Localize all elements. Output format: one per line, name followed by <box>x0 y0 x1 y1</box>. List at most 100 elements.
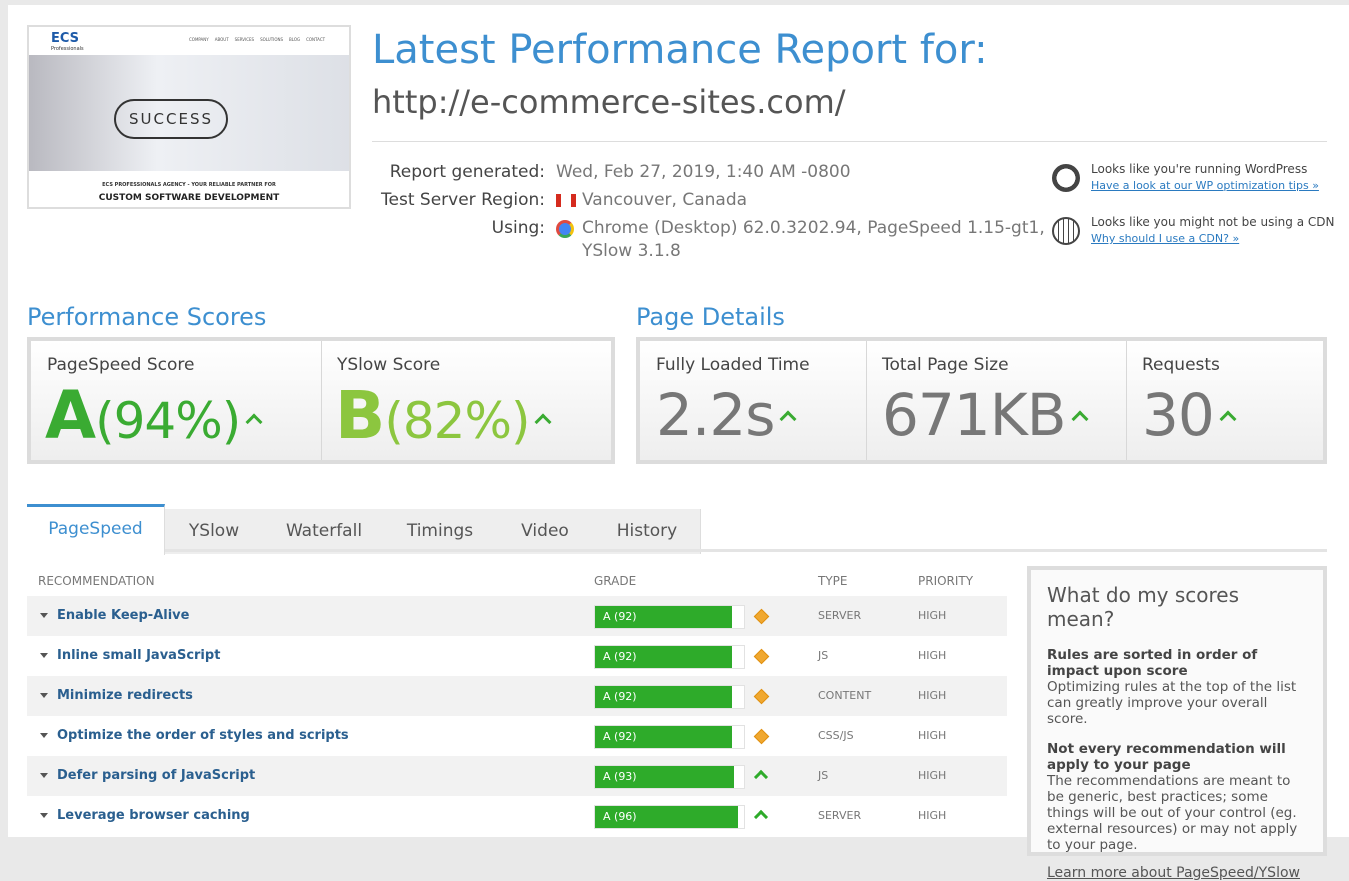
info-label: Test Server Region: <box>381 190 545 210</box>
table-header: RECOMMENDATION <box>38 574 155 588</box>
table-row[interactable]: Optimize the order of styles and scripts… <box>27 716 1007 756</box>
grade-bar <box>595 686 733 708</box>
expand-caret <box>40 653 48 662</box>
detail-label: Fully Loaded Time <box>656 355 810 375</box>
chrome-icon <box>556 220 574 238</box>
rule-priority: HIGH <box>918 689 947 702</box>
info-value: Chrome (Desktop) 62.0.3202.94, PageSpeed… <box>582 218 1045 238</box>
table-row[interactable]: Enable Keep-Alive A (92) SERVER HIGH <box>27 596 1007 636</box>
grade-score: (82%) <box>384 392 530 450</box>
help-link[interactable]: Learn more about PageSpeed/YSlow <box>1047 865 1300 881</box>
grade-track: A (93) <box>594 765 745 789</box>
grade-track: A (92) <box>594 685 745 709</box>
score-cell: YSlow Score B(82%) <box>321 341 611 460</box>
grade-bar <box>595 726 733 748</box>
trend-arrow <box>1071 410 1089 428</box>
thumb-nav-item: BLOG <box>289 37 301 42</box>
expand-caret <box>40 693 48 702</box>
tab[interactable]: YSlow <box>164 509 265 554</box>
detail-cell: Total Page Size 671KB <box>866 341 1127 460</box>
up-icon <box>753 769 769 785</box>
info-label: Report generated: <box>389 162 545 182</box>
score-value: A(94%) <box>45 377 263 454</box>
neutral-icon <box>753 688 770 705</box>
table-row[interactable]: Minimize redirects A (92) CONTENT HIGH <box>27 676 1007 716</box>
tab-line <box>27 549 1327 552</box>
notice-link[interactable]: Have a look at our WP optimization tips … <box>1091 179 1319 192</box>
detail-label: Requests <box>1142 355 1220 375</box>
page: ECS Professionals COMPANY ABOUT SERVICES SO… <box>8 5 1349 881</box>
tab[interactable]: Timings <box>384 509 497 554</box>
details-box: Fully Loaded Time 2.2s Total Page Size 671K… <box>636 337 1327 464</box>
expand-caret <box>40 733 48 742</box>
grade-track: A (92) <box>594 605 745 629</box>
grade-label: A (93) <box>603 770 637 783</box>
detail-value: 2.2s <box>656 381 797 449</box>
grade-label: A (96) <box>603 810 637 823</box>
thumb-hero: SUCCESS <box>29 55 349 171</box>
detail-cell: Fully Loaded Time 2.2s <box>640 341 867 460</box>
expand-caret <box>40 813 48 822</box>
rule-type: SERVER <box>818 609 862 622</box>
scores-box: PageSpeed Score A(94%) YSlow Score B(82%) <box>27 337 615 464</box>
table-row[interactable]: Leverage browser caching A (96) SERVER HIGH <box>27 796 1007 836</box>
table-row[interactable]: Defer parsing of JavaScript A (93) JS HIGH <box>27 756 1007 796</box>
neutral-icon <box>753 608 770 625</box>
report: ECS Professionals COMPANY ABOUT SERVICES SO… <box>8 5 1349 881</box>
divider <box>372 141 1327 142</box>
detail-number: 30 <box>1142 381 1215 449</box>
grade-label: A (92) <box>603 690 637 703</box>
help-heading: Not every recommendation will apply to y… <box>1047 741 1286 773</box>
section-title: Page Details <box>636 303 785 331</box>
detail-cell: Requests 30 <box>1126 341 1323 460</box>
tab[interactable]: PageSpeed <box>27 504 165 555</box>
flag-icon <box>556 194 576 207</box>
notice-link[interactable]: Why should I use a CDN? » <box>1091 232 1240 245</box>
rule-name: Optimize the order of styles and scripts <box>57 728 349 743</box>
neutral-icon <box>753 728 770 745</box>
trend-arrow <box>779 410 797 428</box>
notice-text: Looks like you're running WordPress <box>1091 162 1308 176</box>
info-value: Vancouver, Canada <box>582 190 748 210</box>
expand-caret <box>40 613 48 622</box>
rule-priority: HIGH <box>918 769 947 782</box>
rule-name: Inline small JavaScript <box>57 648 221 663</box>
tab[interactable]: Waterfall <box>264 509 385 554</box>
table-header: GRADE <box>594 574 637 588</box>
thumb-nav-item: COMPANY <box>189 37 209 42</box>
grade-letter: A <box>45 377 96 454</box>
rule-name: Leverage browser caching <box>57 808 250 823</box>
tab[interactable]: Video <box>496 509 595 554</box>
grade-bar <box>595 806 739 828</box>
rule-type: JS <box>818 649 829 662</box>
grade-letter: B <box>335 377 385 454</box>
up-icon <box>753 809 769 825</box>
table-row[interactable]: Inline small JavaScript A (92) JS HIGH <box>27 636 1007 676</box>
rule-type: CSS/JS <box>818 729 854 742</box>
grade-label: A (92) <box>603 610 637 623</box>
grade-score: (94%) <box>95 392 241 450</box>
wordpress-icon <box>1052 164 1080 192</box>
grade-label: A (92) <box>603 730 637 743</box>
section-title: Performance Scores <box>27 303 267 331</box>
table-header: TYPE <box>818 574 848 588</box>
detail-number: 2.2s <box>656 381 775 449</box>
rule-type: SERVER <box>818 809 862 822</box>
thumb-nav: COMPANY ABOUT SERVICES SOLUTIONS BLOG CONTACT <box>189 37 331 42</box>
table-header: PRIORITY <box>918 574 974 588</box>
grade-track: A (92) <box>594 725 745 749</box>
tab[interactable]: History <box>594 509 701 554</box>
info-value: YSlow 3.1.8 <box>582 241 681 261</box>
grade-track: A (92) <box>594 645 745 669</box>
report-url: http://e-commerce-sites.com/ <box>372 83 846 121</box>
neutral-icon <box>753 648 770 665</box>
thumb-nav-item: SOLUTIONS <box>260 37 284 42</box>
expand-caret <box>40 773 48 782</box>
sidebar-title: What do my scores mean? <box>1047 583 1240 631</box>
detail-number: 671KB <box>882 381 1067 449</box>
thumb-headline: CUSTOM SOFTWARE DEVELOPMENT <box>98 193 280 203</box>
rule-name: Enable Keep-Alive <box>57 608 190 623</box>
scores-help: What do my scores mean? Rules are sorted… <box>1027 566 1327 881</box>
report-title: Latest Performance Report for: <box>372 27 988 73</box>
detail-value: 671KB <box>882 381 1089 449</box>
